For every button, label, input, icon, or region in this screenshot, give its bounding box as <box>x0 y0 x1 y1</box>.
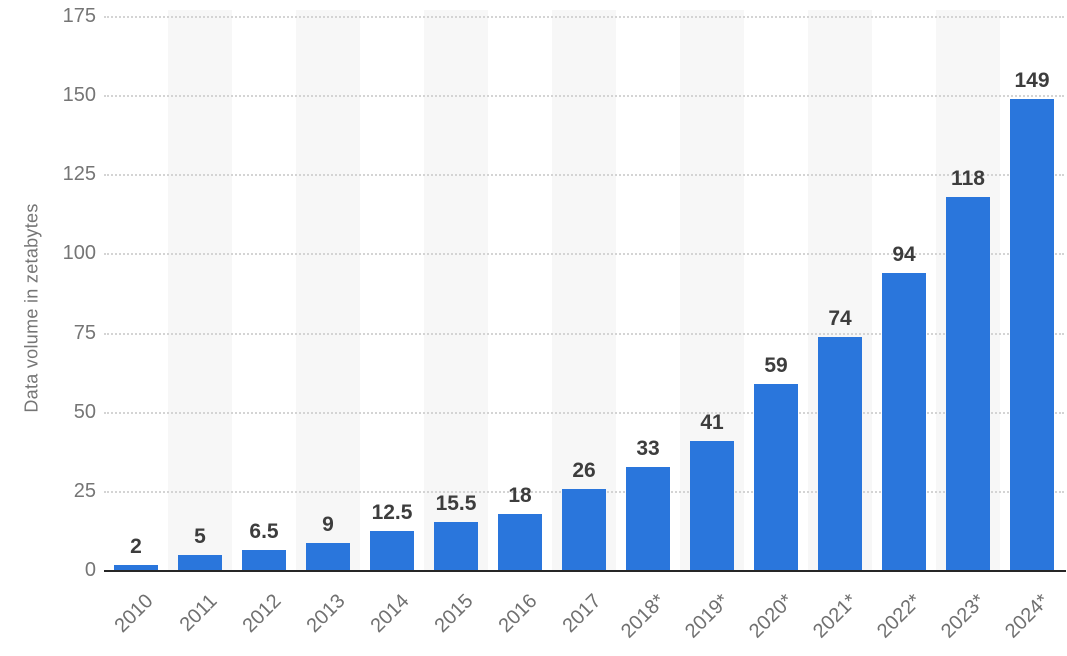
bar-2017[interactable] <box>562 488 606 571</box>
column-stripe <box>168 10 232 571</box>
y-axis-tick-label: 125 <box>62 163 96 186</box>
bar-2012[interactable] <box>242 550 286 571</box>
x-axis-line <box>104 570 1066 572</box>
bar-value-label: 5 <box>194 525 206 549</box>
y-axis-tick-label: 50 <box>73 400 96 423</box>
y-axis-tick-label: 100 <box>62 242 96 265</box>
y-axis-tick-label: 175 <box>62 5 96 27</box>
bar-value-label: 9 <box>322 512 334 536</box>
bar-value-label: 33 <box>636 436 660 460</box>
gridline <box>104 16 1064 18</box>
bar-value-label: 59 <box>764 354 788 378</box>
bar-value-label: 41 <box>700 411 724 435</box>
gridline <box>104 174 1064 177</box>
bar-value-label: 26 <box>572 458 596 482</box>
bar-2024[interactable] <box>1010 99 1054 571</box>
y-axis-tick-label: 150 <box>62 84 96 107</box>
bar-value-label: 149 <box>1014 69 1050 93</box>
bar-value-label: 15.5 <box>435 491 477 515</box>
gridline <box>104 332 1064 335</box>
bar-2020[interactable] <box>754 384 798 571</box>
bar-value-label: 18 <box>508 484 532 508</box>
bar-value-label: 2 <box>130 534 142 558</box>
bar-value-label: 74 <box>828 306 852 330</box>
gridline <box>104 253 1064 256</box>
y-axis-tick-label: 0 <box>84 559 96 581</box>
bar-2021[interactable] <box>818 336 862 571</box>
bar-2011[interactable] <box>178 555 222 571</box>
column-stripe <box>296 10 360 571</box>
bar-2013[interactable] <box>306 542 350 571</box>
bar-value-label: 94 <box>892 243 916 267</box>
gridline <box>104 95 1064 98</box>
x-axis-tick-label: 2010 <box>110 590 158 638</box>
bar-2018[interactable] <box>626 466 670 571</box>
bar-value-label: 118 <box>951 167 985 191</box>
gridline <box>104 411 1064 414</box>
bar-2010[interactable] <box>114 564 158 571</box>
bar-2019[interactable] <box>690 441 734 571</box>
column-stripe <box>424 10 488 571</box>
bar-2014[interactable] <box>370 531 414 571</box>
bar-2016[interactable] <box>498 514 542 571</box>
column-stripe <box>552 10 616 571</box>
y-axis-title: Data volume in zetabytes <box>21 203 42 413</box>
bar-2015[interactable] <box>434 521 478 571</box>
bar-2022[interactable] <box>882 273 926 571</box>
bar-value-label: 12.5 <box>371 501 413 525</box>
y-axis-tick-label: 75 <box>73 321 96 344</box>
bar-value-label: 6.5 <box>249 520 279 544</box>
bar-2023[interactable] <box>946 197 990 571</box>
y-axis-tick-label: 25 <box>73 479 96 502</box>
